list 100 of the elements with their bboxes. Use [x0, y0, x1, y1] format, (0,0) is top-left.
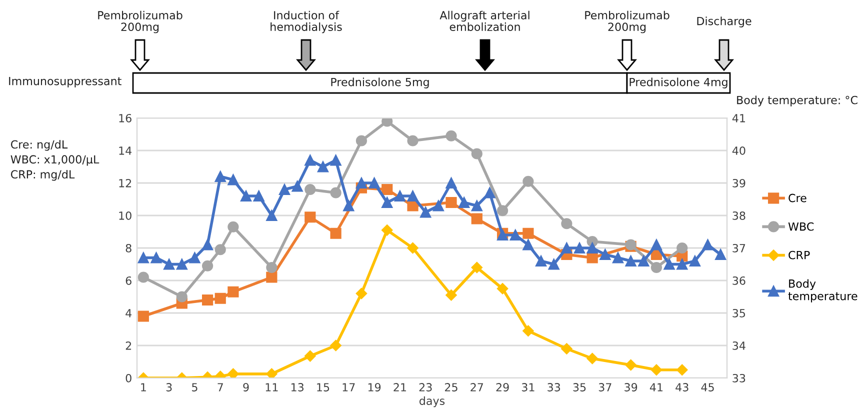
x-tick-label: 13 — [291, 383, 304, 392]
x-tick-label: 17 — [342, 383, 355, 392]
point — [330, 340, 342, 352]
x-tick-label: 39 — [624, 383, 638, 392]
point — [625, 359, 636, 371]
y2-tick-label: 35 — [732, 308, 746, 318]
point — [253, 190, 264, 202]
x-tick-label: 45 — [701, 383, 714, 392]
y-tick-label: 10 — [119, 211, 132, 220]
point — [202, 239, 214, 250]
point — [330, 187, 342, 198]
x-tick-label: 3 — [166, 383, 172, 392]
x-axis-title: days — [420, 396, 445, 408]
point — [150, 252, 162, 264]
point — [471, 213, 482, 224]
point — [202, 294, 214, 306]
y-axis-title: Cre: ng/dL WBC: x1,000/μL CRP: mg/dL — [10, 140, 100, 181]
point — [561, 218, 572, 230]
point — [676, 258, 688, 270]
point — [228, 368, 239, 378]
point — [548, 258, 560, 270]
legend-label: CRP — [788, 250, 810, 260]
point — [228, 286, 239, 298]
point — [446, 130, 457, 142]
y-tick-label: 12 — [119, 178, 132, 188]
point — [638, 255, 650, 267]
x-tick-label: 29 — [496, 383, 509, 392]
y2-tick-label: 39 — [732, 178, 746, 188]
y2-tick-label: 33 — [732, 374, 746, 382]
point — [600, 248, 611, 260]
x-tick-label: 21 — [394, 383, 406, 392]
point — [420, 206, 432, 218]
x-tick-label: 35 — [573, 383, 586, 392]
point — [138, 310, 149, 322]
x-tick-label: 33 — [548, 383, 560, 392]
point — [164, 258, 175, 270]
point — [702, 239, 714, 250]
point — [356, 177, 368, 189]
point — [304, 212, 316, 223]
point — [382, 224, 393, 236]
y2-tick-label: 37 — [732, 244, 746, 252]
point — [689, 255, 700, 267]
point — [432, 200, 444, 212]
y2-tick-label: 34 — [732, 341, 746, 350]
point — [214, 292, 226, 304]
point — [330, 228, 342, 239]
point — [574, 242, 586, 254]
point — [446, 177, 457, 189]
x-tick-label: 7 — [218, 383, 223, 392]
point — [214, 244, 226, 256]
point — [650, 364, 662, 376]
legend-label: Body temperature — [788, 279, 858, 302]
y-tick-label: 0 — [126, 374, 132, 382]
point — [394, 190, 406, 202]
y2-tick-label: 38 — [732, 211, 746, 220]
text: Allograft arterial embolization — [440, 10, 530, 32]
x-tick-label: 25 — [444, 383, 458, 392]
text: Pembrolizumab 200mg — [585, 10, 670, 34]
x-tick-label: 37 — [598, 383, 612, 392]
point — [586, 252, 598, 264]
point — [317, 161, 329, 172]
text: Induction of hemodialysis — [270, 10, 342, 34]
legend-label: WBC — [788, 222, 814, 231]
text: Prednisolone 4mg — [630, 78, 728, 88]
point — [202, 260, 214, 272]
point — [138, 252, 149, 264]
x-tick-label: 23 — [419, 383, 432, 392]
y-tick-label: 4 — [126, 309, 132, 318]
point — [522, 239, 534, 250]
point — [266, 210, 278, 222]
point — [292, 180, 303, 192]
point — [612, 252, 624, 264]
point — [304, 184, 316, 196]
x-tick-label: 27 — [470, 383, 484, 392]
point — [330, 154, 342, 166]
point — [176, 258, 188, 270]
point — [471, 148, 482, 160]
point — [650, 239, 662, 250]
point — [356, 288, 368, 300]
x-tick-label: 11 — [266, 383, 278, 392]
y-tick-label: 16 — [119, 114, 132, 122]
point — [382, 196, 393, 208]
point — [586, 242, 598, 254]
point — [676, 242, 688, 254]
point — [407, 200, 418, 212]
point — [535, 255, 547, 267]
y2-axis-title: Body temperature: °C — [737, 96, 858, 106]
point — [266, 368, 278, 378]
point — [176, 291, 188, 302]
point — [496, 205, 508, 216]
point — [343, 200, 354, 212]
point — [471, 200, 482, 212]
point — [214, 170, 226, 182]
point — [446, 196, 457, 208]
x-tick-label: 5 — [192, 383, 198, 392]
y2-tick-label: 41 — [732, 114, 745, 122]
point — [510, 229, 521, 241]
point — [138, 272, 149, 283]
point — [522, 228, 534, 239]
legend-label: Cre — [788, 194, 806, 202]
